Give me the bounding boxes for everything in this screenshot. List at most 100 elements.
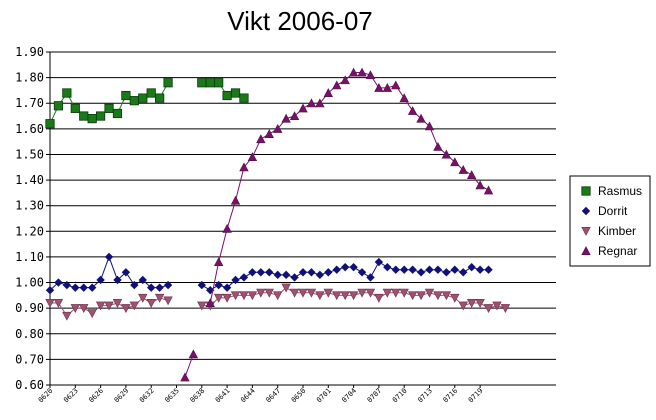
data-point	[424, 288, 435, 298]
data-point	[348, 291, 359, 301]
data-point	[500, 304, 511, 313]
data-point	[467, 262, 476, 272]
x-tick-label: 0650	[290, 387, 308, 405]
data-point	[87, 114, 97, 124]
data-point	[239, 93, 249, 103]
data-point	[146, 299, 156, 308]
x-tick-label: 0623	[62, 387, 80, 405]
data-point	[138, 93, 148, 103]
data-point	[70, 103, 80, 113]
data-point	[197, 301, 207, 311]
data-point	[450, 293, 460, 303]
data-point	[315, 98, 325, 108]
data-point	[391, 265, 400, 274]
data-point	[188, 349, 199, 359]
data-point	[130, 280, 139, 290]
data-point	[450, 157, 460, 167]
data-point	[323, 288, 333, 298]
data-point	[62, 88, 72, 98]
y-tick-label: 1.60	[15, 122, 44, 136]
data-point	[79, 283, 88, 292]
data-point	[374, 83, 384, 92]
data-point	[383, 262, 392, 272]
data-point	[357, 268, 367, 277]
data-point	[71, 283, 80, 292]
x-tick-label: 0638	[189, 387, 207, 405]
data-point	[180, 372, 190, 382]
data-point	[247, 291, 258, 301]
data-point	[340, 291, 350, 301]
gridlines	[46, 51, 556, 386]
data-point	[281, 113, 291, 123]
data-point	[407, 106, 418, 115]
data-point	[365, 288, 376, 298]
data-point	[442, 268, 451, 277]
data-point	[155, 283, 164, 292]
data-point	[129, 96, 139, 106]
data-point	[458, 301, 468, 311]
y-tick-label: 0.90	[15, 301, 44, 315]
data-point	[424, 121, 435, 131]
legend-marker	[581, 227, 591, 236]
data-point	[483, 304, 494, 313]
data-point	[87, 283, 97, 292]
data-point	[62, 280, 72, 290]
data-point	[408, 265, 417, 274]
series-dorrit	[45, 252, 493, 295]
data-point	[324, 268, 333, 277]
data-point	[382, 288, 393, 298]
data-point	[399, 93, 409, 103]
data-point	[121, 268, 131, 277]
data-point	[450, 265, 459, 274]
data-point	[307, 268, 316, 277]
data-point	[154, 293, 165, 303]
legend-label: Kimber	[598, 224, 636, 238]
x-tick-label: 0626	[87, 387, 105, 405]
data-point	[475, 265, 485, 274]
data-point	[298, 268, 308, 277]
data-point	[399, 288, 409, 298]
data-point	[45, 286, 55, 295]
series-kimber	[45, 283, 511, 321]
data-point	[332, 80, 342, 90]
data-point	[129, 301, 140, 311]
data-point	[230, 291, 241, 301]
y-tick-label: 1.80	[15, 71, 44, 85]
data-point	[433, 265, 443, 274]
data-point	[112, 108, 123, 119]
data-point	[230, 195, 241, 205]
data-point	[138, 293, 148, 303]
legend-label: Regnar	[598, 244, 637, 258]
data-point	[62, 311, 72, 321]
data-point	[197, 78, 207, 88]
series-regnar	[180, 67, 494, 382]
data-point	[213, 257, 224, 267]
data-point	[79, 304, 89, 313]
legend-label: Dorrit	[598, 204, 628, 218]
data-point	[53, 299, 64, 308]
data-point	[289, 111, 300, 121]
axes	[49, 52, 556, 386]
data-point	[205, 78, 215, 88]
legend-marker	[581, 186, 591, 196]
data-point	[289, 288, 300, 298]
data-point	[265, 268, 274, 277]
x-tick-label: 0719	[467, 387, 485, 405]
data-point	[466, 299, 477, 308]
x-tick-label: 0647	[265, 387, 283, 405]
data-point	[416, 291, 426, 301]
data-point	[391, 288, 401, 298]
data-point	[256, 288, 266, 298]
series-rasmus	[45, 78, 249, 129]
data-point	[484, 265, 493, 274]
data-point	[104, 103, 114, 113]
y-tick-labels: 0.60 0.70 0.80 0.90 1.00 1.10 1.20 1.30 1.40 1.50…	[15, 45, 44, 392]
data-point	[466, 170, 477, 179]
data-point	[366, 273, 375, 282]
data-point	[264, 288, 274, 298]
y-tick-label: 0.80	[15, 327, 44, 341]
data-point	[95, 301, 106, 311]
data-point	[163, 296, 173, 306]
x-tick-label: 0629	[113, 387, 131, 405]
data-point	[45, 119, 55, 129]
